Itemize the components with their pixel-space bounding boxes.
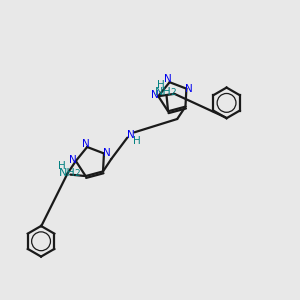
Text: H: H	[58, 161, 65, 171]
Text: N: N	[152, 90, 159, 100]
Text: H: H	[158, 80, 165, 90]
Text: 2: 2	[170, 88, 176, 97]
Text: 2: 2	[74, 169, 80, 178]
Text: N: N	[127, 130, 135, 140]
Text: NH: NH	[155, 87, 171, 98]
Text: H: H	[134, 136, 141, 146]
Text: N: N	[69, 154, 77, 164]
Text: N: N	[103, 148, 111, 158]
Text: N: N	[185, 84, 193, 94]
Text: NH: NH	[58, 168, 75, 178]
Text: N: N	[164, 74, 172, 84]
Text: N: N	[82, 139, 90, 149]
